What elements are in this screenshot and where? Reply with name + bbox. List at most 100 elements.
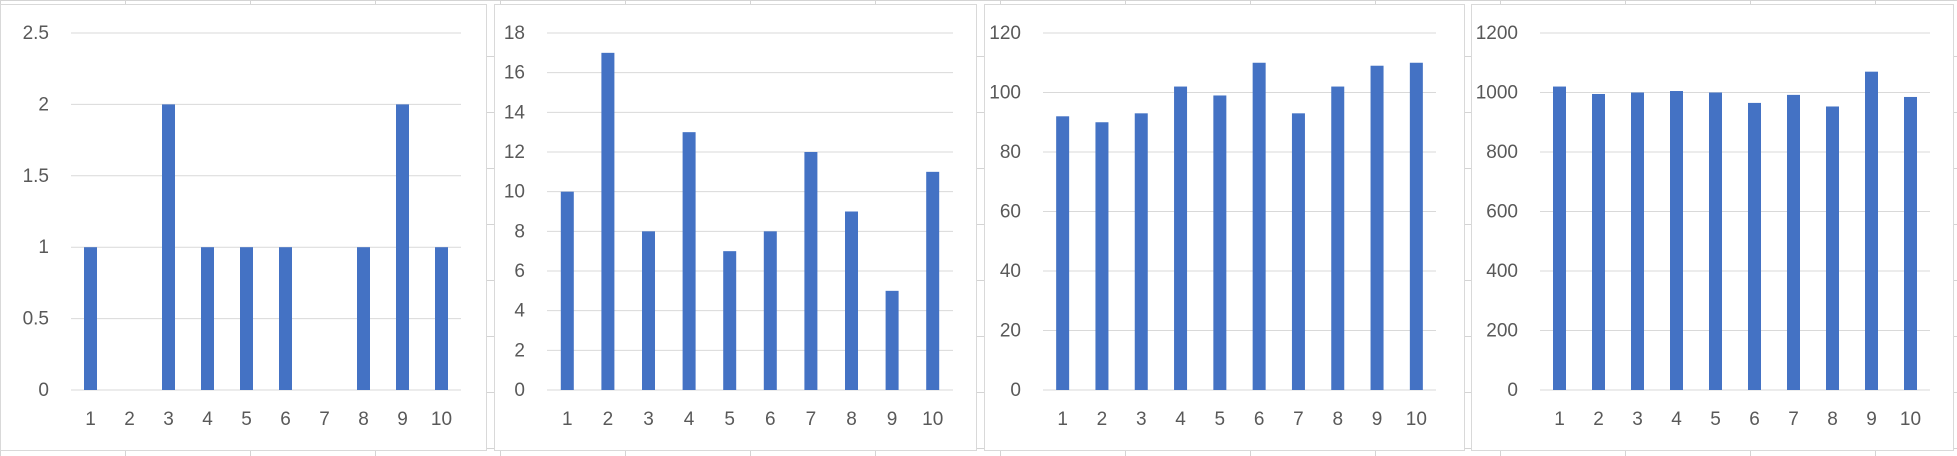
chart-panel-1[interactable]: 0 0.5 1 1.5 2 2.5 1 2 3 4 5 6 7 8 9 10 xyxy=(0,4,487,451)
x-tick-label: 4 xyxy=(202,409,213,430)
bar[interactable] xyxy=(357,247,370,390)
y-tick-label: 80 xyxy=(1000,142,1021,163)
y-tick-label: 60 xyxy=(1000,202,1021,223)
bar[interactable] xyxy=(1409,62,1423,390)
x-tick-label: 8 xyxy=(1332,409,1343,430)
y-tick-label: 16 xyxy=(504,63,525,84)
y-tick-label: 4 xyxy=(514,301,525,322)
x-tick-label: 1 xyxy=(1057,409,1068,430)
bar-chart-1: 0 0.5 1 1.5 2 2.5 1 2 3 4 5 6 7 8 9 10 xyxy=(23,23,461,430)
y-tick-label: 8 xyxy=(514,221,525,242)
y-tick-label: 0 xyxy=(514,380,525,401)
x-tick-label: 8 xyxy=(1827,409,1838,430)
bar[interactable] xyxy=(1631,92,1644,391)
bar[interactable] xyxy=(1056,116,1070,391)
y-tick-label: 18 xyxy=(504,23,525,44)
bar[interactable] xyxy=(845,211,858,391)
bar[interactable] xyxy=(1095,122,1109,390)
x-tick-label: 1 xyxy=(85,409,96,430)
x-tick-label: 1 xyxy=(1554,409,1565,430)
bar[interactable] xyxy=(926,171,940,390)
x-tick-label: 2 xyxy=(603,409,614,430)
x-tick-label: 10 xyxy=(922,409,943,430)
y-tick-label: 0 xyxy=(1010,380,1021,401)
bar-chart-4: 0 200 400 600 800 1000 1200 1 2 3 4 5 6 7 8 9 10 xyxy=(1476,23,1930,430)
y-tick-label: 10 xyxy=(504,182,525,203)
bar[interactable] xyxy=(1592,93,1605,391)
bar[interactable] xyxy=(240,247,253,390)
bar[interactable] xyxy=(279,247,292,390)
x-tick-label: 9 xyxy=(1372,409,1383,430)
bar[interactable] xyxy=(682,132,696,390)
bar[interactable] xyxy=(1252,62,1266,390)
bar[interactable] xyxy=(642,231,655,390)
y-tick-label: 40 xyxy=(1000,261,1021,282)
chart-panel-2[interactable]: 0 2 4 6 8 10 12 14 16 18 1 2 3 4 5 6 7 8 9 10 xyxy=(494,4,977,451)
bar[interactable] xyxy=(1213,95,1227,390)
bar[interactable] xyxy=(201,247,214,390)
bar-chart-3: 0 20 40 60 80 100 120 1 2 3 4 5 6 7 8 9 10 xyxy=(989,23,1436,430)
bar[interactable] xyxy=(560,191,574,390)
x-tick-label: 7 xyxy=(806,409,817,430)
bar[interactable] xyxy=(1748,102,1761,390)
bar[interactable] xyxy=(1370,65,1384,390)
bar[interactable] xyxy=(1331,86,1345,391)
y-tick-label: 1.5 xyxy=(23,166,49,187)
x-tick-label: 8 xyxy=(846,409,857,430)
y-tick-label: 0 xyxy=(38,380,49,401)
y-tick-label: 1 xyxy=(38,237,49,258)
bar[interactable] xyxy=(84,247,97,390)
bar[interactable] xyxy=(1787,94,1800,390)
x-tick-label: 10 xyxy=(431,409,452,430)
y-tick-label: 120 xyxy=(989,23,1021,44)
bar[interactable] xyxy=(1865,71,1878,391)
x-tick-label: 9 xyxy=(1866,409,1877,430)
x-tick-label: 5 xyxy=(724,409,735,430)
bar[interactable] xyxy=(1904,96,1917,391)
bar[interactable] xyxy=(1291,113,1305,390)
x-tick-label: 1 xyxy=(562,409,573,430)
bar[interactable] xyxy=(1709,92,1722,391)
y-tick-label: 12 xyxy=(504,142,525,163)
y-tick-label: 2 xyxy=(38,94,49,115)
x-tick-label: 4 xyxy=(1175,409,1186,430)
x-tick-label: 3 xyxy=(643,409,654,430)
x-tick-label: 8 xyxy=(358,409,369,430)
chart-panel-4[interactable]: 0 200 400 600 800 1000 1200 1 2 3 4 5 6 7 8 9 10 xyxy=(1471,4,1954,451)
bar[interactable] xyxy=(1826,106,1839,391)
bar[interactable] xyxy=(1174,86,1188,391)
x-tick-label: 9 xyxy=(887,409,898,430)
y-tick-label: 6 xyxy=(514,261,525,282)
bar[interactable] xyxy=(162,104,175,391)
bar[interactable] xyxy=(1134,113,1148,390)
x-tick-label: 5 xyxy=(241,409,252,430)
y-tick-label: 1200 xyxy=(1476,23,1518,44)
y-tick-label: 2 xyxy=(514,340,525,361)
y-tick-label: 2.5 xyxy=(23,23,49,44)
x-tick-label: 5 xyxy=(1710,409,1721,430)
x-tick-label: 7 xyxy=(1293,409,1304,430)
y-tick-label: 14 xyxy=(504,102,526,123)
y-tick-label: 800 xyxy=(1486,142,1518,163)
bar[interactable] xyxy=(1670,91,1683,390)
x-tick-label: 6 xyxy=(280,409,291,430)
x-tick-label: 10 xyxy=(1900,409,1921,430)
y-tick-label: 0 xyxy=(1507,380,1518,401)
chart-panel-3[interactable]: 0 20 40 60 80 100 120 1 2 3 4 5 6 7 8 9 10 xyxy=(984,4,1465,451)
bar[interactable] xyxy=(763,231,777,390)
bar[interactable] xyxy=(1553,86,1566,391)
y-tick-label: 0.5 xyxy=(23,309,49,330)
y-tick-label: 200 xyxy=(1486,321,1518,342)
x-tick-label: 4 xyxy=(684,409,695,430)
y-tick-label: 20 xyxy=(1000,321,1021,342)
x-tick-label: 9 xyxy=(397,409,408,430)
x-tick-label: 5 xyxy=(1215,409,1226,430)
bar[interactable] xyxy=(601,52,615,390)
bar[interactable] xyxy=(396,104,409,391)
x-tick-label: 4 xyxy=(1671,409,1682,430)
bar[interactable] xyxy=(435,247,448,390)
y-tick-label: 600 xyxy=(1486,202,1518,223)
bar[interactable] xyxy=(885,290,899,390)
bar[interactable] xyxy=(804,152,818,390)
bar[interactable] xyxy=(723,251,737,390)
